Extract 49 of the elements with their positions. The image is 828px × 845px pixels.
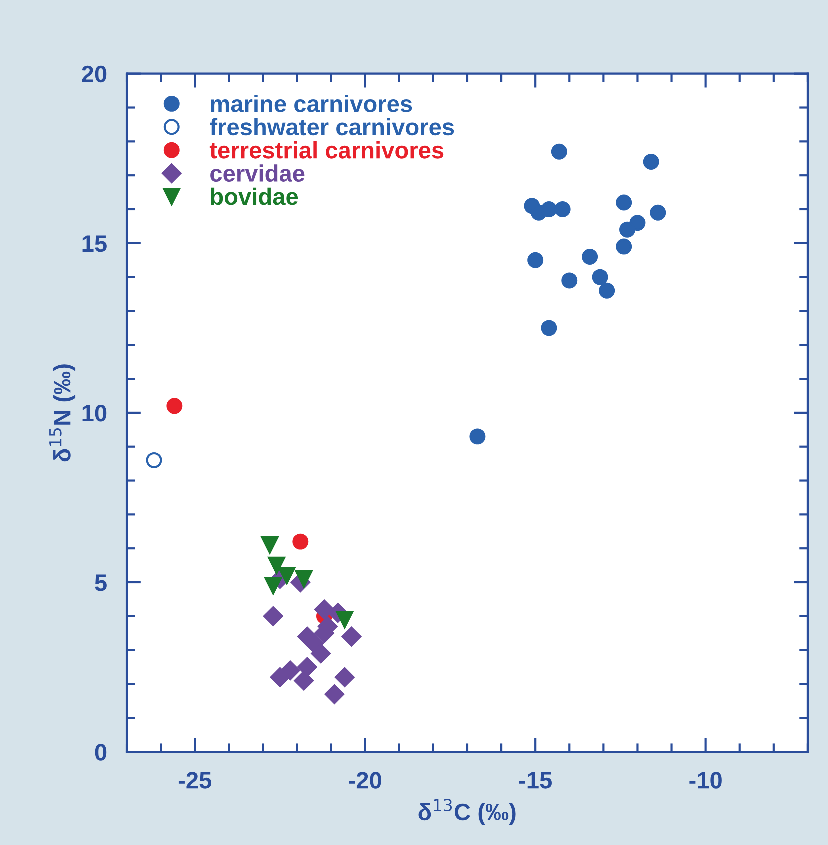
point	[541, 320, 558, 336]
point	[264, 606, 284, 626]
point	[650, 204, 666, 221]
point	[278, 567, 296, 584]
point	[298, 657, 318, 678]
x-tick-label: -25	[178, 772, 212, 789]
point	[620, 222, 636, 238]
legend-label: cervidae	[210, 164, 305, 182]
point	[541, 202, 558, 218]
legend-label: marine carnivores	[211, 95, 412, 112]
point	[643, 154, 660, 170]
legend-label: bovidae	[211, 188, 298, 206]
x-tick-label: -15	[519, 772, 552, 789]
point	[582, 248, 598, 265]
y-tick-label: 0	[95, 744, 107, 761]
point	[592, 269, 608, 286]
point	[270, 668, 290, 688]
point	[292, 534, 309, 550]
legend-label: freshwater carnivores	[210, 118, 454, 136]
point	[599, 282, 616, 299]
point	[562, 272, 578, 289]
point	[268, 556, 286, 574]
y-tick-label: 15	[82, 236, 107, 252]
point	[342, 626, 362, 647]
point	[551, 144, 568, 160]
point	[616, 194, 632, 211]
y-tick-label: 20	[82, 66, 107, 83]
point	[264, 577, 282, 595]
point	[146, 452, 162, 468]
x-axis-title: δ$^{13}$C (‰)	[418, 799, 516, 826]
legend-label: terrestrial carnivores	[210, 141, 444, 159]
point	[311, 644, 331, 664]
y-axis-title: δ$^{15}$N (‰)	[50, 364, 76, 462]
y-tick-label: 5	[95, 574, 107, 592]
point	[554, 202, 571, 218]
point	[294, 670, 314, 691]
point	[336, 611, 354, 628]
point	[324, 684, 345, 704]
point	[470, 428, 486, 445]
point	[528, 252, 544, 268]
point	[261, 536, 279, 554]
x-tick-label: -20	[349, 772, 382, 789]
point	[335, 668, 355, 688]
point	[295, 570, 313, 588]
point	[616, 238, 632, 255]
y-tick-label: 10	[82, 405, 107, 422]
point	[166, 398, 183, 414]
point	[314, 600, 334, 620]
x-tick-label: -10	[690, 772, 722, 789]
